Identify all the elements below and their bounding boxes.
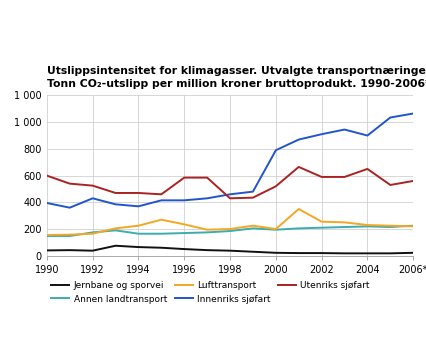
Jernbane og sporvei [250, 250, 256, 254]
Lufttransport [319, 220, 324, 224]
Annen landtransport [204, 230, 210, 234]
Innenriks sjøfart [182, 198, 187, 202]
Annen landtransport [113, 228, 118, 233]
Jernbane og sporvei [113, 244, 118, 248]
Innenriks sjøfart [136, 204, 141, 208]
Jernbane og sporvei [342, 251, 347, 255]
Jernbane og sporvei [67, 248, 72, 252]
Jernbane og sporvei [204, 248, 210, 252]
Jernbane og sporvei [296, 251, 301, 255]
Utenriks sjøfart [204, 176, 210, 180]
Annen landtransport [90, 230, 95, 234]
Lufttransport [250, 224, 256, 228]
Utenriks sjøfart [113, 191, 118, 195]
Line: Annen landtransport: Annen landtransport [47, 226, 413, 236]
Jernbane og sporvei [182, 247, 187, 251]
Innenriks sjøfart [365, 134, 370, 138]
Annen landtransport [250, 226, 256, 231]
Jernbane og sporvei [388, 251, 393, 255]
Lufttransport [67, 233, 72, 237]
Utenriks sjøfart [44, 174, 49, 178]
Lufttransport [90, 232, 95, 236]
Annen landtransport [388, 225, 393, 229]
Innenriks sjøfart [67, 206, 72, 210]
Utenriks sjøfart [182, 176, 187, 180]
Innenriks sjøfart [113, 202, 118, 206]
Annen landtransport [273, 228, 278, 232]
Lufttransport [388, 224, 393, 228]
Utenriks sjøfart [67, 181, 72, 186]
Annen landtransport [411, 224, 416, 228]
Innenriks sjøfart [44, 201, 49, 205]
Lufttransport [273, 227, 278, 231]
Innenriks sjøfart [250, 190, 256, 194]
Utenriks sjøfart [411, 179, 416, 183]
Line: Innenriks sjøfart: Innenriks sjøfart [47, 114, 413, 208]
Utenriks sjøfart [319, 175, 324, 179]
Innenriks sjøfart [90, 196, 95, 201]
Jernbane og sporvei [227, 249, 233, 253]
Lufttransport [227, 227, 233, 231]
Annen landtransport [136, 232, 141, 236]
Lufttransport [411, 224, 416, 228]
Jernbane og sporvei [411, 251, 416, 255]
Jernbane og sporvei [273, 251, 278, 255]
Annen landtransport [44, 234, 49, 238]
Jernbane og sporvei [159, 246, 164, 250]
Annen landtransport [319, 226, 324, 230]
Utenriks sjøfart [159, 192, 164, 196]
Jernbane og sporvei [136, 245, 141, 249]
Utenriks sjøfart [227, 196, 233, 201]
Line: Jernbane og sporvei: Jernbane og sporvei [47, 246, 413, 253]
Lufttransport [365, 223, 370, 227]
Annen landtransport [342, 225, 347, 229]
Line: Lufttransport: Lufttransport [47, 209, 413, 235]
Annen landtransport [182, 231, 187, 235]
Annen landtransport [67, 234, 72, 238]
Utenriks sjøfart [250, 196, 256, 200]
Innenriks sjøfart [342, 128, 347, 132]
Annen landtransport [227, 229, 233, 233]
Utenriks sjøfart [342, 175, 347, 179]
Lufttransport [136, 224, 141, 228]
Line: Utenriks sjøfart: Utenriks sjøfart [47, 167, 413, 198]
Text: Utslippsintensitet for klimagasser. Utvalgte transportnæringer.
Tonn CO₂-utslipp: Utslippsintensitet for klimagasser. Utva… [47, 66, 426, 89]
Lufttransport [342, 220, 347, 224]
Legend: Jernbane og sporvei, Annen landtransport, Lufttransport, Innenriks sjøfart, Uten: Jernbane og sporvei, Annen landtransport… [52, 281, 370, 303]
Annen landtransport [296, 226, 301, 231]
Annen landtransport [365, 224, 370, 228]
Annen landtransport [159, 232, 164, 236]
Lufttransport [113, 226, 118, 231]
Innenriks sjøfart [204, 196, 210, 201]
Lufttransport [204, 228, 210, 232]
Innenriks sjøfart [411, 112, 416, 116]
Utenriks sjøfart [136, 191, 141, 195]
Utenriks sjøfart [365, 167, 370, 171]
Utenriks sjøfart [90, 183, 95, 188]
Innenriks sjøfart [159, 198, 164, 202]
Innenriks sjøfart [296, 137, 301, 142]
Innenriks sjøfart [227, 192, 233, 196]
Utenriks sjøfart [296, 165, 301, 169]
Jernbane og sporvei [365, 251, 370, 255]
Lufttransport [159, 218, 164, 222]
Jernbane og sporvei [319, 251, 324, 255]
Jernbane og sporvei [90, 249, 95, 253]
Utenriks sjøfart [273, 184, 278, 188]
Utenriks sjøfart [388, 183, 393, 187]
Lufttransport [296, 207, 301, 211]
Lufttransport [44, 233, 49, 237]
Innenriks sjøfart [319, 132, 324, 136]
Jernbane og sporvei [44, 248, 49, 252]
Innenriks sjøfart [388, 116, 393, 120]
Lufttransport [182, 222, 187, 226]
Innenriks sjøfart [273, 148, 278, 152]
